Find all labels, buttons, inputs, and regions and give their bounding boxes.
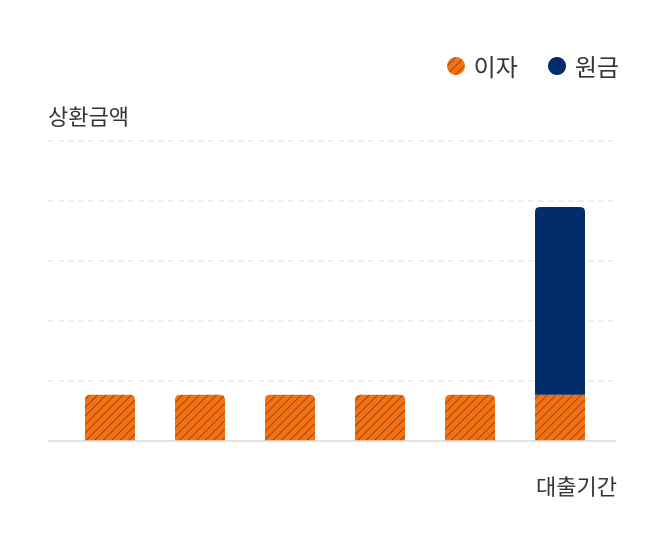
- x-axis-label: 대출기간: [536, 476, 617, 501]
- bar-interest: [175, 394, 225, 441]
- bar-interest: [535, 394, 585, 441]
- bar-interest: [265, 394, 315, 441]
- bar-interest: [85, 394, 135, 441]
- bar-interest: [445, 394, 495, 441]
- chart-legend: 이자 원금: [446, 48, 619, 83]
- legend-swatch-interest: [446, 56, 465, 75]
- grid-lines: [48, 140, 616, 382]
- legend-item-principal: 원금: [547, 48, 619, 83]
- bars: [85, 207, 585, 441]
- legend-label-interest: 이자: [473, 54, 518, 82]
- legend-swatch-principal: [547, 56, 566, 75]
- bar-interest: [355, 394, 405, 441]
- legend-label-principal: 원금: [574, 54, 619, 82]
- legend-item-interest: 이자: [446, 48, 518, 83]
- y-axis-label: 상환금액: [48, 106, 129, 131]
- bar-principal: [535, 207, 585, 395]
